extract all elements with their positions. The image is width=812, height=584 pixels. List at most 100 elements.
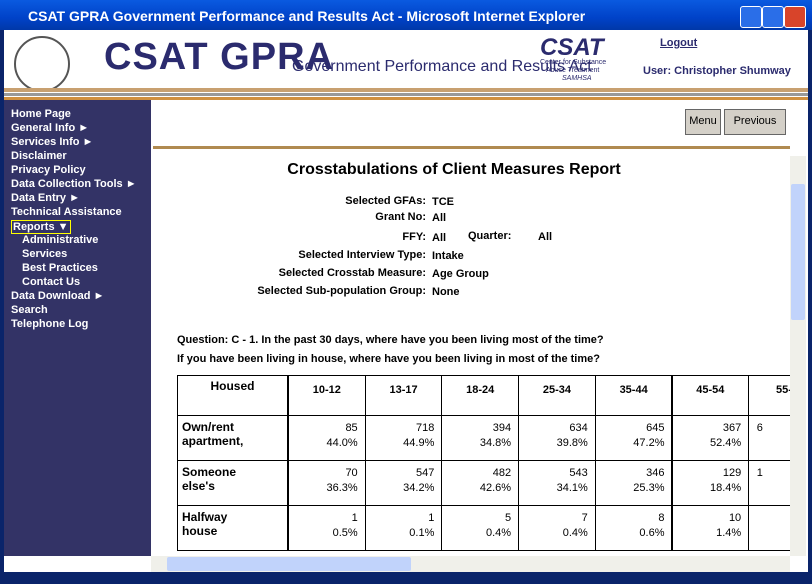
- title-bar: [0, 0, 812, 30]
- percent: 36.3%: [326, 482, 358, 494]
- field-label: Selected Crosstab Measure:: [278, 267, 426, 279]
- user-label: User: Christopher Shumway: [643, 65, 791, 77]
- nav-link[interactable]: Technical Assistance: [11, 206, 122, 218]
- nav-link[interactable]: Administrative: [22, 234, 99, 246]
- field-label: Selected Interview Type:: [298, 249, 426, 261]
- table-header: 55-6: [748, 375, 790, 416]
- table-cell: 346 25.3%: [594, 460, 673, 506]
- percent: 34.2%: [403, 482, 435, 494]
- table-cell: 70 36.3%: [288, 460, 366, 506]
- nav-link[interactable]: Data Download ►: [11, 290, 105, 302]
- column-header: 55-6: [776, 384, 790, 396]
- field-value: All: [432, 232, 447, 244]
- scroll-thumb[interactable]: [167, 557, 411, 571]
- menu-button[interactable]: Menu: [685, 109, 721, 135]
- minimize[interactable]: [740, 6, 762, 28]
- nav-link[interactable]: Data Collection Tools ►: [11, 178, 137, 190]
- count: 718: [416, 422, 435, 434]
- count: 1: [756, 467, 763, 479]
- row-label: Someone else's: [182, 465, 237, 493]
- nav-link[interactable]: Reports ▼: [11, 220, 71, 234]
- field-value: TCE: [432, 196, 454, 208]
- percent: 25.3%: [633, 482, 665, 494]
- count: 543: [569, 467, 588, 479]
- nav-link[interactable]: Services: [22, 248, 68, 260]
- field-value: All: [538, 231, 553, 243]
- nav-link[interactable]: Search: [11, 304, 48, 316]
- field-label: Selected Sub-population Group:: [257, 285, 426, 297]
- nav-link[interactable]: Telephone Log: [11, 318, 89, 330]
- table-cell: 6: [748, 415, 790, 461]
- field-value: All: [432, 212, 447, 224]
- percent: 18.4%: [709, 482, 742, 494]
- column-header: 10-12: [312, 384, 341, 396]
- percent: 52.4%: [709, 437, 742, 449]
- table-cell: 634 39.8%: [518, 415, 596, 461]
- brand-subtitle: Government Performance and Results Act: [292, 58, 592, 75]
- row-header: Halfway house: [177, 505, 288, 551]
- count: 547: [416, 467, 435, 479]
- row-label: Own/rent apartment,: [182, 420, 244, 448]
- nav-link[interactable]: Disclaimer: [11, 150, 67, 162]
- percent: 0.1%: [409, 527, 435, 539]
- question: If you have been living in house, where …: [177, 353, 600, 365]
- window-controls: [740, 6, 806, 28]
- row-label: Halfway house: [182, 510, 228, 538]
- horizontal-scrollbar[interactable]: [151, 556, 790, 572]
- row-header: Someone else's: [177, 460, 288, 506]
- count: 7: [581, 512, 588, 524]
- table-header: 25-34: [518, 375, 596, 416]
- sidebar: Home Page General Info ► Services Info ► Di…: [4, 100, 151, 556]
- scroll-thumb[interactable]: [791, 184, 805, 320]
- hhs-logo: [14, 36, 70, 92]
- table-cell: 645 47.2%: [594, 415, 673, 461]
- stripe: [4, 93, 808, 96]
- nav-link[interactable]: General Info ►: [11, 122, 90, 134]
- count: 1: [428, 512, 435, 524]
- csat-logo-text: SAMHSA: [562, 75, 592, 82]
- brand: CSAT GPRA: [104, 36, 334, 78]
- previous-button[interactable]: Previous: [724, 109, 786, 135]
- window-title: CSAT GPRA Government Performance and Res…: [28, 8, 586, 24]
- count: 5: [504, 512, 512, 524]
- close[interactable]: [784, 6, 806, 28]
- field-value: Age Group: [432, 268, 489, 280]
- table-header: Housed: [177, 375, 288, 416]
- table-cell: [748, 505, 790, 551]
- row-header: Own/rent apartment,: [177, 415, 288, 461]
- percent: 1.4%: [716, 527, 742, 539]
- count: 634: [569, 422, 588, 434]
- table-cell: 8 0.6%: [594, 505, 673, 551]
- count: 346: [646, 467, 665, 479]
- table-cell: 7 0.4%: [518, 505, 596, 551]
- nav-link[interactable]: Privacy Policy: [11, 164, 86, 176]
- table-cell: 1 0.1%: [364, 505, 443, 551]
- question: Question: C - 1. In the past 30 days, wh…: [177, 334, 604, 346]
- percent: 34.8%: [479, 437, 512, 449]
- table-header: 10-12: [288, 375, 366, 416]
- field-label: Grant No:: [375, 211, 426, 223]
- percent: 34.1%: [556, 482, 588, 494]
- logout-link[interactable]: Logout: [660, 37, 698, 49]
- csat-logo-text: Abuse Treatment: [546, 67, 600, 74]
- nav-link[interactable]: Best Practices: [22, 262, 98, 274]
- table-header: 35-44: [594, 375, 673, 416]
- column-header: 25-34: [542, 384, 571, 396]
- column-header: 13-17: [389, 384, 418, 396]
- count: 1: [351, 512, 358, 524]
- table-cell: 482 42.6%: [441, 460, 520, 506]
- nav-link[interactable]: Services Info ►: [11, 136, 94, 148]
- vertical-scrollbar[interactable]: [790, 156, 806, 556]
- column-header: 45-54: [696, 384, 725, 396]
- table-cell: 85 44.0%: [288, 415, 366, 461]
- nav-link[interactable]: Home Page: [11, 108, 71, 120]
- maximize[interactable]: [762, 6, 784, 28]
- table-cell: 547 34.2%: [364, 460, 443, 506]
- count: 10: [728, 512, 742, 524]
- field-value: Intake: [432, 250, 464, 262]
- nav-link[interactable]: Contact Us: [22, 276, 81, 288]
- nav-link[interactable]: Data Entry ►: [11, 192, 80, 204]
- table-header-text: Housed: [210, 379, 255, 393]
- percent: 44.9%: [403, 437, 435, 449]
